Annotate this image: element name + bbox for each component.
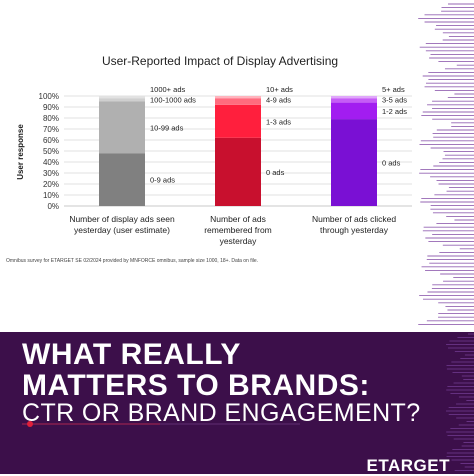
segment-label: 0-9 ads xyxy=(150,176,175,185)
y-axis-label: User response xyxy=(16,124,25,180)
segment-label: 3-5 ads xyxy=(382,96,407,105)
headline-line-2: MATTERS TO BRANDS: xyxy=(22,369,370,402)
category-label: Number of display ads seen xyxy=(69,214,175,224)
bar-segment xyxy=(99,98,145,102)
y-tick-label: 90% xyxy=(43,103,59,112)
bar-segment xyxy=(215,104,261,138)
headline-line-3: CTR OR BRAND ENGAGEMENT? xyxy=(22,399,421,427)
y-tick-label: 40% xyxy=(43,158,59,167)
y-tick-label: 10% xyxy=(43,191,59,200)
bar-segment xyxy=(99,101,145,154)
bar-segment xyxy=(99,96,145,99)
y-tick-label: 20% xyxy=(43,180,59,189)
source-footnote: Omnibus survey for ETARGET SE 02/2024 pr… xyxy=(6,258,259,264)
bar-segment xyxy=(215,98,261,105)
segment-label: 10-99 ads xyxy=(150,123,184,132)
segment-label: 5+ ads xyxy=(382,85,405,94)
y-tick-label: 0% xyxy=(47,202,59,211)
category-label: through yesterday xyxy=(320,225,389,235)
headline-panel xyxy=(0,332,474,474)
segment-label: 1-3 ads xyxy=(266,117,291,126)
bar-segment xyxy=(331,96,377,99)
category-label: Number of ads xyxy=(210,214,266,224)
y-tick-label: 70% xyxy=(43,125,59,134)
bar-segment xyxy=(331,119,377,206)
bar-segment xyxy=(99,153,145,206)
category-label: yesterday xyxy=(220,236,258,246)
headline-line-1: WHAT REALLY xyxy=(22,338,241,371)
segment-label: 1-2 ads xyxy=(382,107,407,116)
bar-segment xyxy=(331,98,377,103)
decorative-waveform xyxy=(418,3,474,325)
y-tick-label: 30% xyxy=(43,169,59,178)
y-tick-label: 100% xyxy=(39,92,59,101)
y-tick-label: 60% xyxy=(43,136,59,145)
y-tick-label: 80% xyxy=(43,114,59,123)
stacked-bar-chart: User-Reported Impact of Display Advertis… xyxy=(16,54,412,246)
bar-segment xyxy=(215,137,261,206)
segment-label: 100-1000 ads xyxy=(150,96,196,105)
decorative-lines xyxy=(22,333,474,471)
y-tick-label: 50% xyxy=(43,147,59,156)
brand-logo: ETARGET xyxy=(366,456,450,475)
category-label: Number of ads clicked xyxy=(312,214,396,224)
category-label: remembered from xyxy=(204,225,272,235)
category-label: yesterday (user estimate) xyxy=(74,225,170,235)
chart-panel: User-Reported Impact of Display Advertis… xyxy=(6,3,474,325)
bar-segment xyxy=(331,102,377,120)
bar-segment xyxy=(215,96,261,99)
segment-label: 1000+ ads xyxy=(150,85,185,94)
segment-label: 10+ ads xyxy=(266,85,293,94)
chart-title: User-Reported Impact of Display Advertis… xyxy=(102,54,338,68)
segment-label: 4-9 ads xyxy=(266,96,291,105)
segment-label: 0 ads xyxy=(382,159,401,168)
segment-label: 0 ads xyxy=(266,168,285,177)
